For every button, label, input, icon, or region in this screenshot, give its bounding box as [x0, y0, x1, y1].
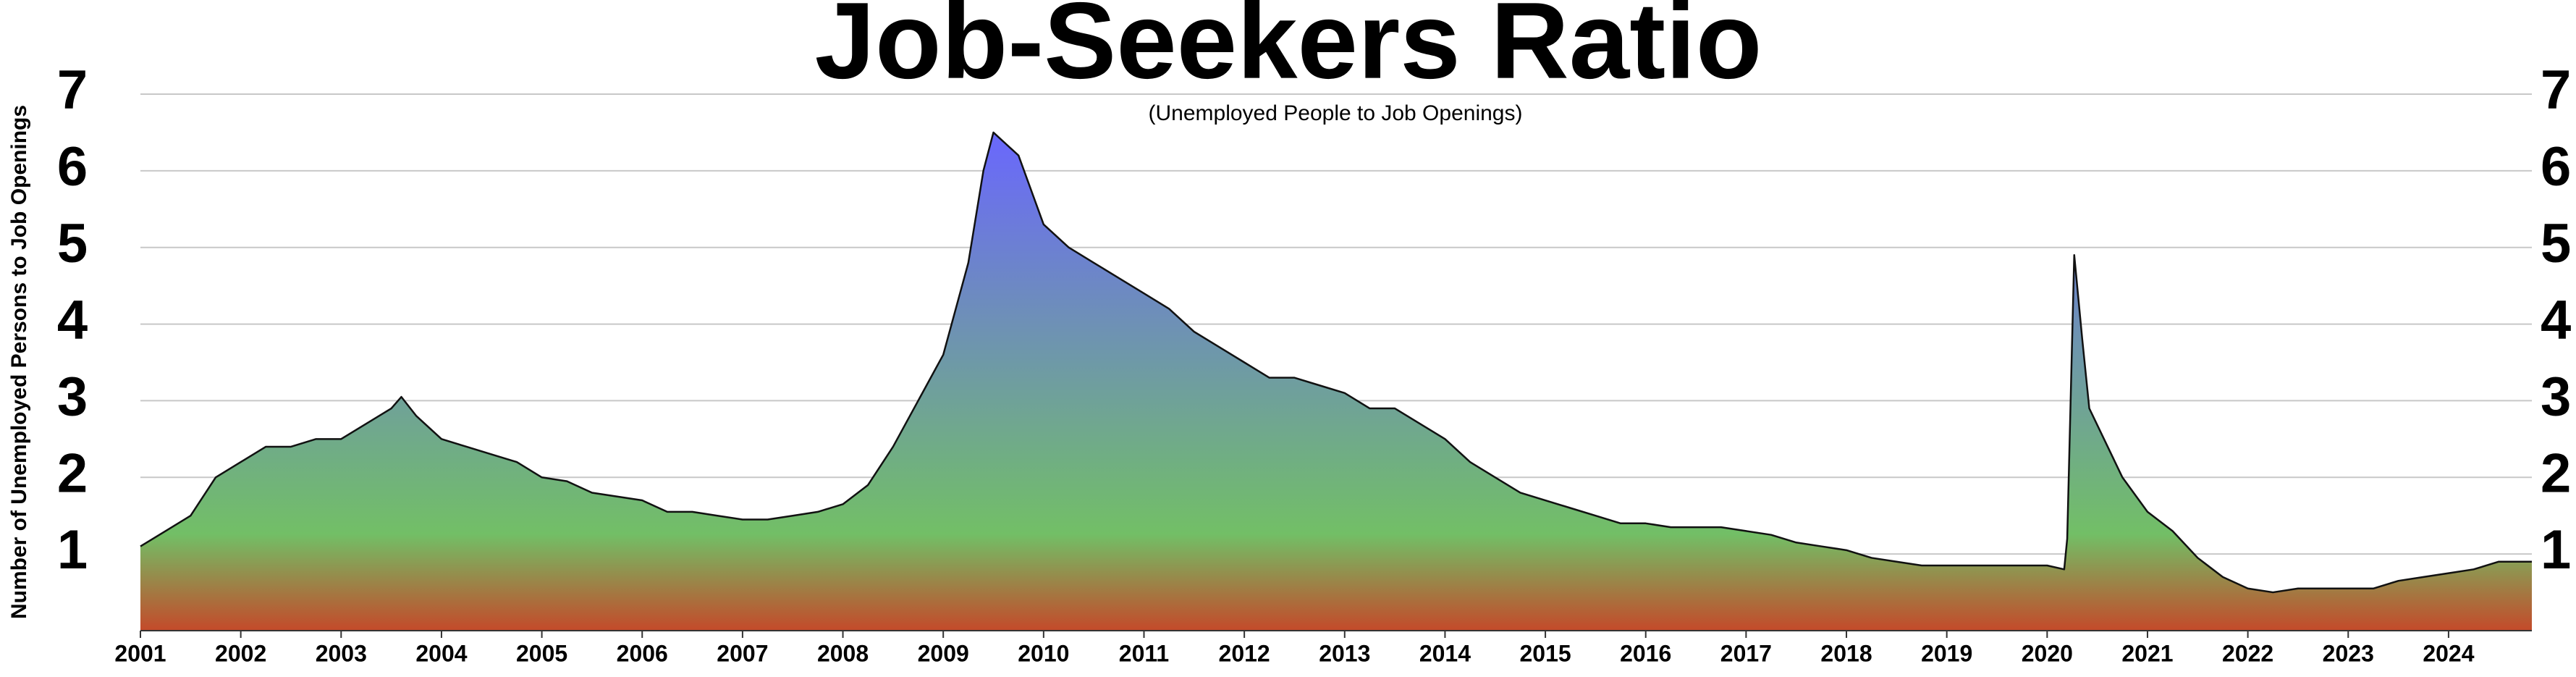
x-tick-label: 2001 [114, 640, 166, 666]
x-tick-label: 2020 [2022, 640, 2073, 666]
y-tick-label-right: 6 [2541, 136, 2571, 198]
y-tick-label: 5 [57, 213, 88, 274]
y-tick-label-right: 5 [2541, 213, 2571, 274]
x-tick-label: 2014 [1419, 640, 1471, 666]
x-tick-label: 2019 [1921, 640, 1972, 666]
x-tick-label: 2004 [415, 640, 467, 666]
x-tick-label: 2009 [918, 640, 969, 666]
y-tick-label: 1 [57, 519, 88, 581]
y-tick-label: 4 [57, 290, 88, 351]
line [140, 131, 2532, 594]
x-tick-label: 2021 [2121, 640, 2173, 666]
y-tick-label-right: 2 [2541, 442, 2571, 504]
x-tick-label: 2017 [1720, 640, 1772, 666]
x-tick-label: 2022 [2222, 640, 2273, 666]
x-tick-label: 2015 [1519, 640, 1571, 666]
chart-subtitle: (Unemployed People to Job Openings) [1149, 101, 1523, 125]
x-tick-label: 2008 [817, 640, 869, 666]
x-tick-label: 2018 [1820, 640, 1872, 666]
x-tick-label: 2016 [1620, 640, 1671, 666]
y-tick-label-right: 3 [2541, 366, 2571, 428]
x-tick-label: 2005 [516, 640, 567, 666]
x-tick-label: 2006 [617, 640, 668, 666]
x-tick-label: 2003 [316, 640, 367, 666]
chart-title: Job-Seekers Ratio [815, 0, 1762, 101]
x-tick-label: 2007 [717, 640, 768, 666]
y-tick-label-right: 7 [2541, 59, 2571, 121]
x-tick-label: 2011 [1119, 640, 1169, 666]
y-tick-label: 6 [57, 136, 88, 198]
x-tick-label: 2012 [1219, 640, 1270, 666]
y-tick-label: 3 [57, 366, 88, 428]
x-tick-label: 2010 [1018, 640, 1069, 666]
x-tick-label: 2023 [2323, 640, 2374, 666]
y-tick-label: 2 [57, 442, 88, 504]
y-tick-label-right: 1 [2541, 519, 2571, 581]
area [140, 132, 2532, 631]
x-tick-label: 2024 [2423, 640, 2474, 666]
x-tick-label: 2002 [215, 640, 266, 666]
y-axis-label: Number of Unemployed Persons to Job Open… [7, 105, 31, 619]
y-tick-label-right: 4 [2541, 290, 2571, 351]
y-tick-label: 7 [57, 59, 88, 121]
x-tick-label: 2013 [1319, 640, 1370, 666]
